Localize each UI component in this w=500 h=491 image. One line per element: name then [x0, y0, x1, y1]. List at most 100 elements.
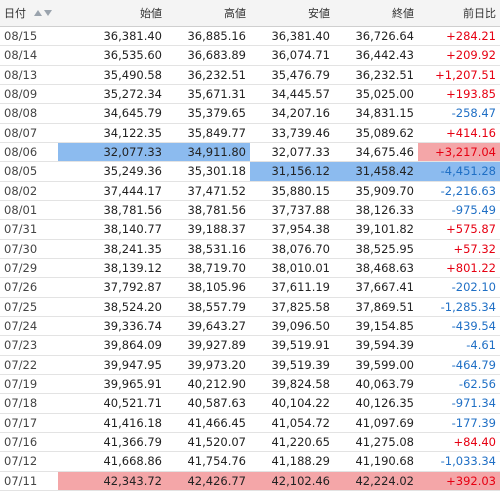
price-cell: 40,587.63: [187, 396, 246, 411]
price-cell: 37,825.58: [271, 299, 330, 314]
price-cell: 41,668.86: [103, 454, 162, 469]
price-cell: -62.56: [458, 377, 496, 392]
date-cell: 07/22: [4, 357, 38, 372]
column-header[interactable]: 終値: [334, 0, 418, 26]
header-row: 日付 始値 高値 安値 終値 前日比: [0, 0, 500, 27]
price-cell: 37,444.17: [103, 183, 162, 198]
price-cell: -971.34: [451, 396, 496, 411]
price-cell: 38,468.63: [355, 261, 414, 276]
price-cell: 32,077.33: [271, 145, 330, 160]
price-cell: 35,089.62: [355, 125, 414, 140]
price-cell: -177.39: [451, 415, 496, 430]
data-row: 08/01 38,781.56 38,781.56 37,737.88 38,126.3…: [0, 201, 500, 221]
data-row: 08/05 35,249.36 35,301.18 31,156.12 31,458.4…: [0, 162, 500, 182]
price-cell: 41,275.08: [355, 435, 414, 450]
price-cell: 38,140.77: [103, 222, 162, 237]
price-cell: 38,076.70: [271, 241, 330, 256]
price-cell: 33,739.46: [271, 125, 330, 140]
column-header-label[interactable]: 前日比: [463, 7, 496, 20]
price-cell: 35,301.18: [187, 164, 246, 179]
price-cell: 39,927.89: [187, 338, 246, 353]
price-cell: 38,241.35: [103, 241, 162, 256]
column-header[interactable]: 前日比: [418, 0, 500, 26]
price-cell: 36,232.51: [187, 67, 246, 82]
date-cell: 07/19: [4, 377, 38, 392]
data-row: 08/14 36,535.60 36,683.89 36,074.71 36,442.4…: [0, 46, 500, 66]
price-cell: +1,207.51: [435, 67, 496, 82]
price-cell: 37,667.41: [355, 280, 414, 295]
price-cell: +193.85: [446, 87, 496, 102]
date-cell: 08/13: [4, 67, 38, 82]
price-cell: 38,557.79: [187, 299, 246, 314]
column-header-label[interactable]: 日付: [4, 7, 26, 20]
price-cell: 39,096.50: [271, 319, 330, 334]
price-cell: 41,520.07: [187, 435, 246, 450]
price-cell: 36,726.64: [355, 29, 414, 44]
date-cell: 08/07: [4, 125, 38, 140]
price-cell: 35,272.34: [103, 87, 162, 102]
date-cell: 07/23: [4, 338, 38, 353]
data-row: 08/09 35,272.34 35,671.31 34,445.57 35,025.0…: [0, 85, 500, 105]
date-cell: 07/11: [4, 473, 38, 488]
price-cell: 35,025.00: [355, 87, 414, 102]
data-row: 07/12 41,668.86 41,754.76 41,188.29 41,190.6…: [0, 452, 500, 472]
price-cell: 36,535.60: [103, 48, 162, 63]
price-cell: 38,010.01: [271, 261, 330, 276]
column-header[interactable]: 高値: [166, 0, 250, 26]
date-cell: 07/30: [4, 241, 38, 256]
price-cell: 41,416.18: [103, 415, 162, 430]
price-cell: -4.61: [466, 338, 496, 353]
date-cell: 07/26: [4, 280, 38, 295]
price-cell: -2,216.63: [440, 183, 496, 198]
column-header-label[interactable]: 始値: [140, 7, 162, 20]
price-cell: +414.16: [446, 125, 496, 140]
date-cell: 08/14: [4, 48, 38, 63]
price-cell: 35,849.77: [187, 125, 246, 140]
price-cell: 36,885.16: [187, 29, 246, 44]
price-cell: +57.32: [453, 241, 496, 256]
price-cell: 39,947.95: [103, 357, 162, 372]
column-header-label[interactable]: 終値: [392, 7, 414, 20]
price-cell: 35,671.31: [187, 87, 246, 102]
price-cell: +3,217.04: [418, 143, 500, 162]
price-cell: 32,077.33: [58, 143, 166, 162]
price-cell: -4,451.28: [418, 162, 500, 181]
price-cell: 39,154.85: [355, 319, 414, 334]
price-cell: 34,122.35: [103, 125, 162, 140]
price-cell: 37,869.51: [355, 299, 414, 314]
price-cell: 39,965.91: [103, 377, 162, 392]
price-cell: 39,519.91: [271, 338, 330, 353]
date-cell: 08/01: [4, 203, 38, 218]
column-header[interactable]: 日付: [0, 0, 58, 26]
data-row: 08/02 37,444.17 37,471.52 35,880.15 35,909.7…: [0, 182, 500, 201]
data-row: 07/17 41,416.18 41,466.45 41,054.72 41,097.6…: [0, 414, 500, 433]
data-row: 07/25 38,524.20 38,557.79 37,825.58 37,869.5…: [0, 298, 500, 317]
data-row: 08/13 35,490.58 36,232.51 35,476.79 36,232.5…: [0, 66, 500, 85]
data-row: 07/29 38,139.12 38,719.70 38,010.01 38,468.6…: [0, 259, 500, 279]
price-cell: -1,033.34: [440, 454, 496, 469]
price-cell: +84.40: [453, 435, 496, 450]
price-cell: 42,426.77: [166, 471, 250, 490]
price-cell: 40,063.79: [355, 377, 414, 392]
price-cell: 40,126.35: [355, 396, 414, 411]
sort-icon[interactable]: [30, 8, 52, 18]
column-header-label[interactable]: 高値: [224, 7, 246, 20]
date-cell: 08/05: [4, 164, 38, 179]
date-cell: 08/06: [4, 145, 38, 160]
price-cell: -975.49: [451, 203, 496, 218]
price-cell: 39,643.27: [187, 319, 246, 334]
price-cell: 34,207.16: [271, 106, 330, 121]
price-cell: 40,104.22: [271, 396, 330, 411]
price-cell: -1,285.34: [440, 299, 496, 314]
price-cell: 41,754.76: [187, 454, 246, 469]
data-row: 07/24 39,336.74 39,643.27 39,096.50 39,154.8…: [0, 317, 500, 337]
price-cell: 42,102.46: [250, 471, 334, 490]
price-cell: 39,594.39: [355, 338, 414, 353]
price-cell: 34,445.57: [271, 87, 330, 102]
column-header-label[interactable]: 安値: [308, 7, 330, 20]
column-header[interactable]: 安値: [250, 0, 334, 26]
column-header[interactable]: 始値: [58, 0, 166, 26]
date-cell: 07/31: [4, 222, 38, 237]
data-row: 07/30 38,241.35 38,531.16 38,076.70 38,525.9…: [0, 240, 500, 259]
